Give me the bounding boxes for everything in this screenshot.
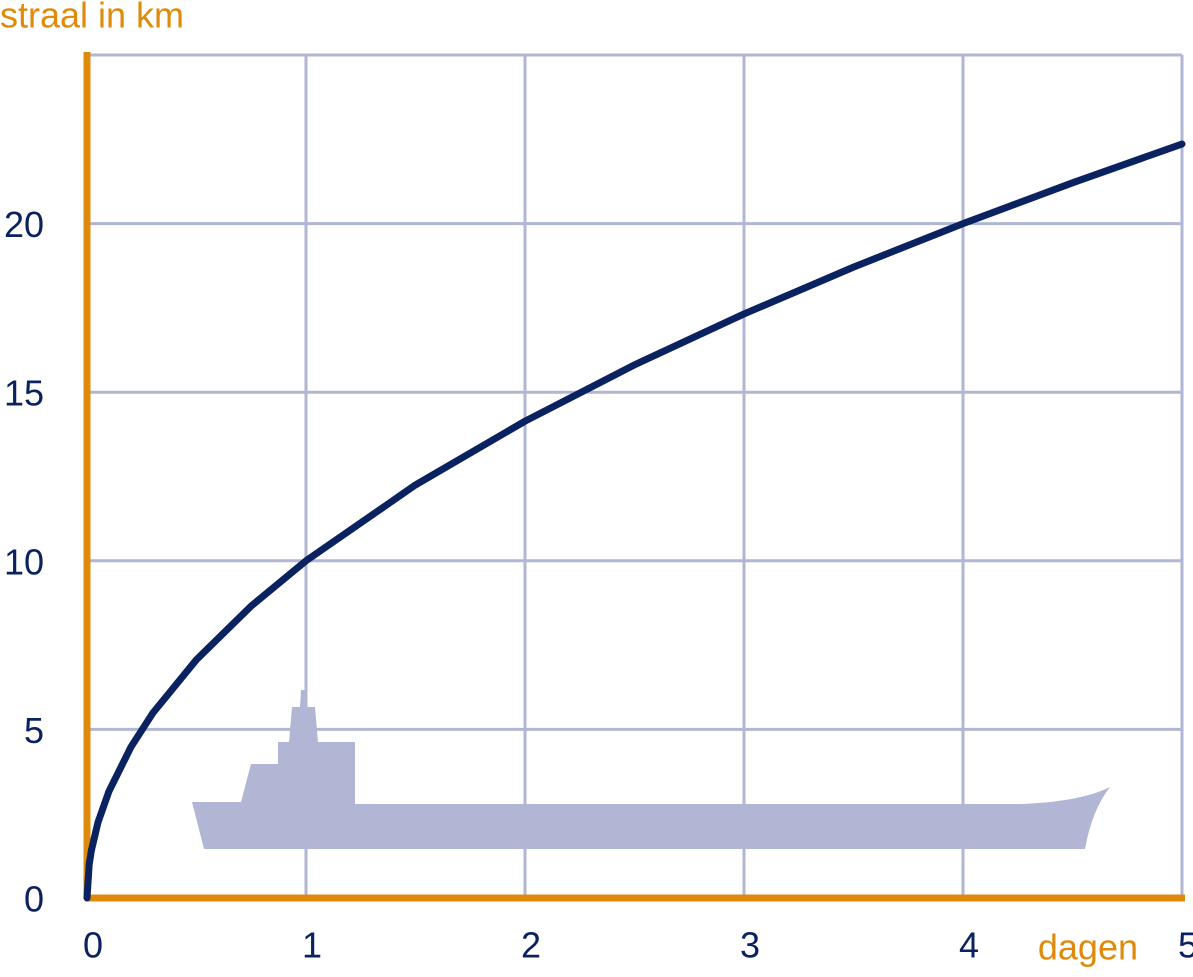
y-tick-label: 20	[4, 204, 44, 245]
y-tick-label: 10	[4, 541, 44, 582]
x-tick-label: 3	[740, 925, 760, 966]
ship-silhouette	[192, 690, 1110, 849]
x-tick-label: 0	[83, 925, 103, 966]
y-tick-label: 5	[24, 710, 44, 751]
y-axis-label: straal in km	[0, 0, 184, 36]
y-tick-label: 15	[4, 373, 44, 414]
data-line	[83, 140, 1186, 902]
y-tick-label: 0	[24, 879, 44, 920]
x-tick-label: 4	[959, 925, 979, 966]
x-tick-label: 1	[302, 925, 322, 966]
x-tick-label: 5	[1178, 925, 1193, 966]
x-axis-label: dagen	[1038, 927, 1138, 968]
x-tick-label: 2	[521, 925, 541, 966]
